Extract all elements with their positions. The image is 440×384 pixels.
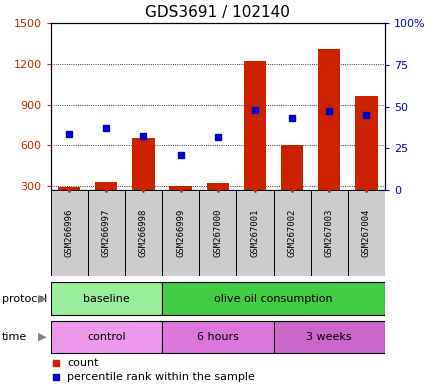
Bar [51,321,162,353]
Bar [311,190,348,276]
Bar [199,190,236,276]
Bar [274,190,311,276]
Bar [51,282,162,315]
Text: olive oil consumption: olive oil consumption [214,293,333,304]
Bar [162,190,199,276]
Text: ▶: ▶ [37,332,46,342]
Text: baseline: baseline [83,293,130,304]
Bar [125,190,162,276]
Bar [58,187,81,190]
Text: GSM266996: GSM266996 [65,209,73,257]
Text: GSM267000: GSM267000 [213,209,222,257]
Bar [318,49,341,190]
Bar [274,321,385,353]
Text: count: count [67,358,99,368]
Bar [244,61,266,190]
Text: GSM266999: GSM266999 [176,209,185,257]
Text: GSM266997: GSM266997 [102,209,111,257]
Text: 6 hours: 6 hours [197,332,239,342]
Bar [162,282,385,315]
Text: GSM267004: GSM267004 [362,209,371,257]
Bar [281,145,303,190]
Text: GSM267002: GSM267002 [288,209,297,257]
Text: GSM266998: GSM266998 [139,209,148,257]
Title: GDS3691 / 102140: GDS3691 / 102140 [145,5,290,20]
Text: ▶: ▶ [37,293,46,304]
Text: control: control [87,332,126,342]
Bar [132,139,154,190]
Bar [355,96,378,190]
Text: percentile rank within the sample: percentile rank within the sample [67,372,255,382]
Text: GSM267001: GSM267001 [250,209,260,257]
Text: GSM267003: GSM267003 [325,209,334,257]
Bar [51,190,88,276]
Bar [207,183,229,190]
Bar [162,321,274,353]
Bar [95,182,117,190]
Text: time: time [2,332,27,342]
Bar [236,190,274,276]
Bar [348,190,385,276]
Text: 3 weeks: 3 weeks [306,332,352,342]
Bar [88,190,125,276]
Text: protocol: protocol [2,293,48,304]
Bar [169,186,192,190]
